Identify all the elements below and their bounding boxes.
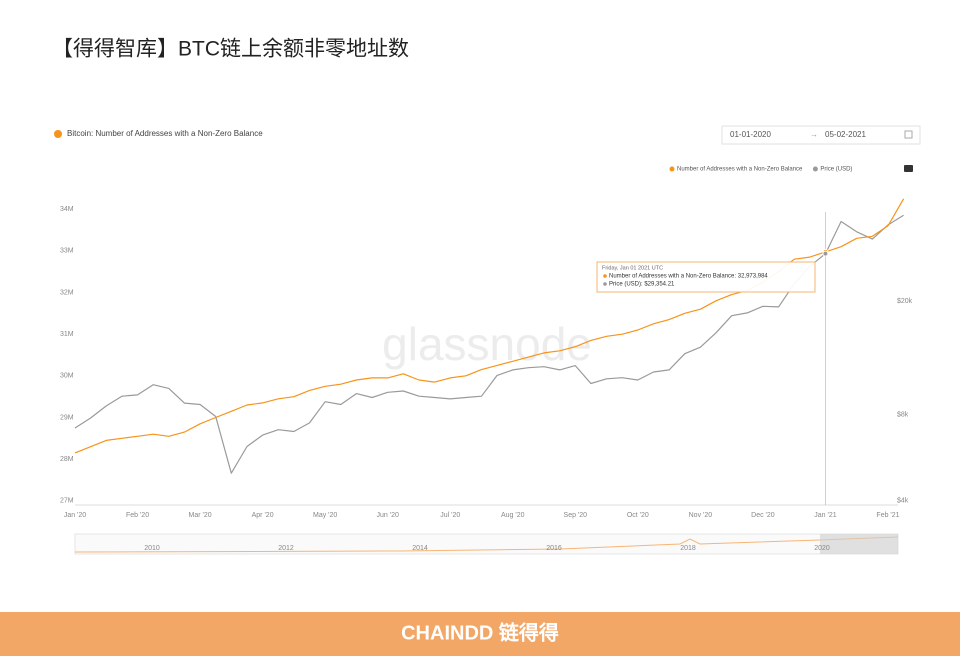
page-title: 【得得智库】BTC链上余额非零地址数 [52,38,409,61]
navigator-label: 2020 [814,545,830,552]
tooltip [596,261,816,293]
y-tick-label: 34M [60,206,74,213]
navigator-label: 2010 [144,545,160,552]
camera-icon[interactable] [904,165,913,172]
y-tick-label: 27M [60,498,74,505]
navigator-labels: 2010 2012 2014 2016 2018 2020 [144,545,830,552]
y-tick-label: 29M [60,414,74,421]
y2-tick-label: $8k [897,412,909,419]
chart-subtitle: Bitcoin: Number of Addresses with a Non-… [67,129,263,138]
date-start[interactable]: 01-01-2020 [730,130,771,139]
navigator-label: 2014 [412,545,428,552]
x-tick-label: Jun '20 [377,512,399,519]
navigator-label: 2012 [278,545,294,552]
date-sep: → [810,130,818,139]
y-tick-label: 33M [60,248,74,255]
date-range-box[interactable] [721,125,921,145]
plot: 27M 28M 29M 30M 31M 32M 33M 34M $4k $8k $20k Jan '2… [60,198,913,519]
series-line [74,214,904,474]
tooltip-line: Number of Addresses with a Non-Zero Bala… [609,274,768,280]
watermark: glassnode [382,318,592,370]
y-tick-label: 28M [60,456,74,463]
y-tick-label: 32M [60,289,74,296]
y-tick-label: 31M [60,331,74,338]
tooltip-dot [603,274,607,278]
tooltip-dot [603,282,607,286]
date-end[interactable]: 05-02-2021 [825,130,866,139]
navigator-label: 2018 [680,545,696,552]
x-tick-label: Apr '20 [252,512,274,519]
tooltip-line: Price (USD): $29,354.21 [609,282,675,288]
x-tick-label: Sep '20 [564,512,588,519]
x-tick-label: Feb '20 [126,512,149,519]
tooltip-date: Friday, Jan 01 2021 UTC [602,265,663,271]
x-tick-label: Jul '20 [440,512,460,519]
legend-marker [669,166,675,172]
y2-tick-label: $20k [897,298,913,305]
y2-tick-label: $4k [897,498,909,505]
hover-marker [822,250,829,257]
x-tick-label: Mar '20 [189,512,212,519]
legend-label: Number of Addresses with a Non-Zero Bala… [677,167,803,173]
y-tick-label: 30M [60,373,74,380]
x-tick-label: Aug '20 [501,512,525,519]
x-tick-label: Dec '20 [751,512,775,519]
legend-marker [812,166,818,172]
legend-label: Price (USD) [820,167,852,173]
calendar-icon[interactable] [904,130,913,139]
footer-text: CHAINDD 链得得 [401,620,559,644]
x-tick-label: Jan '20 [64,512,86,519]
x-tick-label: Feb '21 [876,512,899,519]
x-tick-label: May '20 [313,512,337,519]
footer-band [0,612,960,656]
navigator-window[interactable] [820,534,898,554]
x-tick-label: Nov '20 [689,512,713,519]
navigator[interactable] [74,533,899,555]
navigator-line [74,536,899,553]
subtitle-icon [54,130,62,138]
navigator-label: 2016 [546,545,562,552]
x-tick-label: Oct '20 [627,512,649,519]
x-tick-label: Jan '21 [814,512,836,519]
